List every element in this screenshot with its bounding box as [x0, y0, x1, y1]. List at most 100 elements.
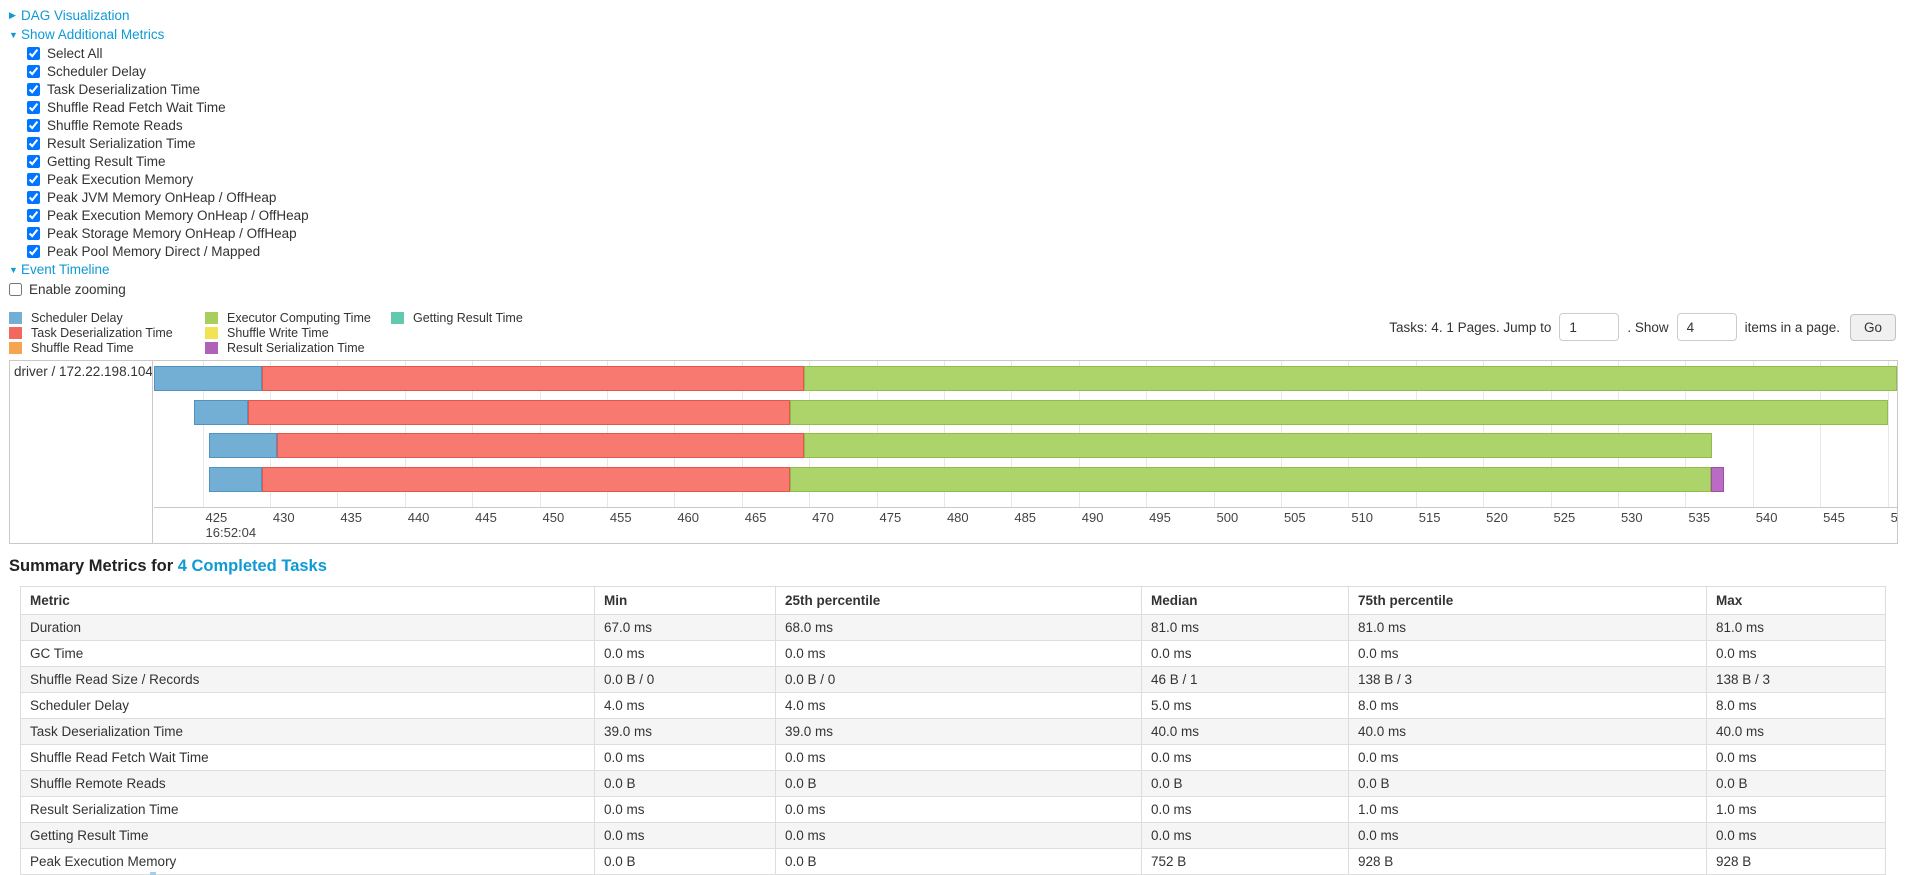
- task-bar-segment-task-deserialization[interactable]: [248, 400, 791, 425]
- metric-value-cell: 68.0 ms: [775, 614, 1142, 641]
- task-pagination: Tasks: 4. 1 Pages. Jump to . Show items …: [1389, 313, 1896, 341]
- metric-checkbox-row[interactable]: Peak Storage Memory OnHeap / OffHeap: [27, 224, 1898, 242]
- metric-value-cell: 0.0 B: [594, 848, 776, 875]
- summary-column-header: 75th percentile: [1348, 586, 1707, 615]
- metric-value-cell: 0.0 ms: [1348, 744, 1707, 771]
- metric-checkbox[interactable]: [27, 46, 40, 60]
- chevron-right-icon: ▶: [9, 10, 16, 20]
- show-additional-metrics-toggle[interactable]: ▼ Show Additional Metrics: [9, 25, 1898, 44]
- metric-checkbox[interactable]: [27, 172, 40, 186]
- metric-value-cell: 0.0 B: [594, 770, 776, 797]
- event-timeline-link[interactable]: Event Timeline: [21, 262, 110, 277]
- task-bar-segment-executor-computing[interactable]: [790, 400, 1888, 425]
- table-row: Getting Result Time 0.0 ms 0.0 ms 0.0 ms 0.0…: [20, 822, 1886, 849]
- summary-column-header: Median: [1141, 586, 1349, 615]
- task-bar-segment-scheduler-delay[interactable]: [194, 400, 249, 425]
- dag-visualization-toggle[interactable]: ▶ DAG Visualization: [9, 6, 1898, 25]
- metric-checkbox[interactable]: [27, 82, 40, 96]
- task-bar-segment-scheduler-delay[interactable]: [209, 467, 262, 492]
- metric-checkbox-row[interactable]: Peak JVM Memory OnHeap / OffHeap: [27, 188, 1898, 206]
- legend-color-swatch: [9, 342, 22, 354]
- enable-zooming-row[interactable]: Enable zooming: [9, 280, 1898, 299]
- metric-value-cell: 752 B: [1141, 848, 1349, 875]
- legend-label: Executor Computing Time: [227, 311, 371, 325]
- metric-name-cell: Scheduler Delay: [20, 692, 595, 719]
- metric-checkbox-row[interactable]: Peak Execution Memory OnHeap / OffHeap: [27, 206, 1898, 224]
- metric-value-cell: 0.0 ms: [775, 640, 1142, 667]
- task-bar-segment-scheduler-delay[interactable]: [209, 433, 277, 458]
- metric-checkbox-row[interactable]: Scheduler Delay: [27, 62, 1898, 80]
- metric-value-cell: 0.0 B / 0: [775, 666, 1142, 693]
- metric-value-cell: 4.0 ms: [594, 692, 776, 719]
- legend-column: Getting Result Time: [391, 311, 523, 356]
- task-bar-segment-executor-computing[interactable]: [803, 366, 1897, 391]
- metric-checkbox[interactable]: [27, 64, 40, 78]
- legend-label: Shuffle Write Time: [227, 326, 329, 340]
- metric-checkbox-row[interactable]: Peak Execution Memory: [27, 170, 1898, 188]
- metric-checkbox-row[interactable]: Task Deserialization Time: [27, 80, 1898, 98]
- jump-to-page-input[interactable]: [1559, 313, 1620, 341]
- metric-checkbox[interactable]: [27, 226, 40, 240]
- metric-value-cell: 5.0 ms: [1141, 692, 1349, 719]
- pagination-summary: Tasks: 4. 1 Pages. Jump to: [1389, 319, 1552, 335]
- axis-tick-label: 450: [542, 510, 565, 525]
- metric-checkbox[interactable]: [27, 154, 40, 168]
- legend-item: Executor Computing Time: [205, 311, 391, 325]
- metric-name-cell: Shuffle Read Size / Records: [20, 666, 595, 693]
- metric-name-cell: Shuffle Read Fetch Wait Time: [20, 744, 595, 771]
- task-bar-segment-task-deserialization[interactable]: [276, 433, 804, 458]
- items-per-page-input[interactable]: [1676, 313, 1737, 341]
- metric-value-cell: 81.0 ms: [1706, 614, 1886, 641]
- metric-value-cell: 67.0 ms: [594, 614, 776, 641]
- metric-checkbox-row[interactable]: Result Serialization Time: [27, 134, 1898, 152]
- metric-checkbox-row[interactable]: Getting Result Time: [27, 152, 1898, 170]
- metric-checkbox[interactable]: [27, 208, 40, 222]
- task-bar-segment-executor-computing[interactable]: [790, 467, 1711, 492]
- metric-value-cell: 8.0 ms: [1706, 692, 1886, 719]
- dag-visualization-link[interactable]: DAG Visualization: [21, 8, 130, 23]
- metric-name-cell: Result Serialization Time: [20, 796, 595, 823]
- metric-checkbox[interactable]: [27, 100, 40, 114]
- metric-value-cell: 0.0 B: [775, 848, 1142, 875]
- metric-value-cell: 0.0 ms: [1706, 822, 1886, 849]
- task-bar-segment-task-deserialization[interactable]: [261, 366, 804, 391]
- metric-name-cell: Getting Result Time: [20, 822, 595, 849]
- summary-title-prefix: Summary Metrics for: [9, 557, 178, 575]
- axis-tick-label: 525: [1553, 510, 1576, 525]
- metric-value-cell: 39.0 ms: [594, 718, 776, 745]
- metric-value-cell: 8.0 ms: [1348, 692, 1707, 719]
- timeline-plot-area[interactable]: 425 16:52:04 430 435 440 445 450 455 460 465 470 47…: [154, 361, 1897, 543]
- metric-checkbox-row[interactable]: Shuffle Remote Reads: [27, 116, 1898, 134]
- task-bar-segment-scheduler-delay[interactable]: [154, 366, 262, 391]
- axis-tick-label: 475: [879, 510, 902, 525]
- axis-tick-label: 480: [946, 510, 969, 525]
- metric-checkbox[interactable]: [27, 244, 40, 258]
- metric-value-cell: 0.0 ms: [1141, 822, 1349, 849]
- metric-value-cell: 0.0 B / 0: [594, 666, 776, 693]
- task-bar-segment-executor-computing[interactable]: [803, 433, 1713, 458]
- metric-checkbox-row[interactable]: Select All: [27, 44, 1898, 62]
- metric-checkbox[interactable]: [27, 190, 40, 204]
- metric-checkbox-row[interactable]: Peak Pool Memory Direct / Mapped: [27, 242, 1898, 260]
- task-bar-segment-result-serialization[interactable]: [1710, 467, 1725, 492]
- metric-checkbox[interactable]: [27, 118, 40, 132]
- legend-color-swatch: [9, 327, 22, 339]
- completed-tasks-link[interactable]: 4 Completed Tasks: [177, 557, 327, 575]
- event-timeline-toggle[interactable]: ▼ Event Timeline: [9, 260, 1898, 279]
- metric-value-cell: 0.0 B: [1141, 770, 1349, 797]
- axis-tick-label: 435: [340, 510, 363, 525]
- metric-checkbox-row[interactable]: Shuffle Read Fetch Wait Time: [27, 98, 1898, 116]
- metric-value-cell: 928 B: [1348, 848, 1707, 875]
- metric-checkbox[interactable]: [27, 136, 40, 150]
- axis-tick-label: 425: [205, 510, 228, 525]
- show-additional-metrics-link[interactable]: Show Additional Metrics: [21, 27, 165, 42]
- legend-item: Shuffle Read Time: [9, 341, 205, 355]
- enable-zooming-checkbox[interactable]: [9, 283, 22, 296]
- table-row: Peak Execution Memory 0.0 B 0.0 B 752 B 928 …: [20, 848, 1886, 875]
- metric-checkbox-label: Result Serialization Time: [47, 135, 196, 151]
- legend-item: Task Deserialization Time: [9, 326, 205, 340]
- metric-checkbox-label: Peak Execution Memory: [47, 171, 194, 187]
- metric-value-cell: 40.0 ms: [1348, 718, 1707, 745]
- go-button[interactable]: Go: [1849, 313, 1896, 341]
- task-bar-segment-task-deserialization[interactable]: [261, 467, 791, 492]
